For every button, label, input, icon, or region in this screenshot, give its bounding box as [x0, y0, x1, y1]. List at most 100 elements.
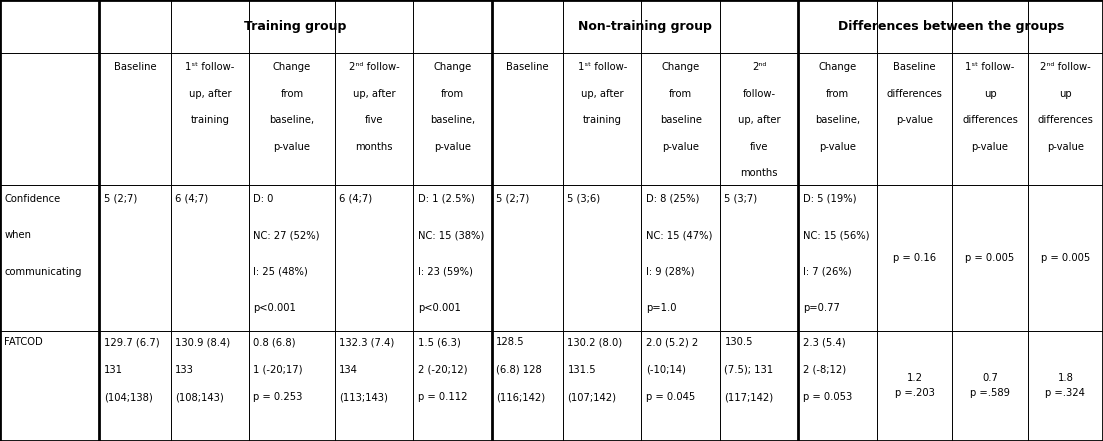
Text: up, after: up, after: [353, 89, 396, 99]
Text: baseline: baseline: [660, 115, 702, 125]
Text: 1ˢᵗ follow-: 1ˢᵗ follow-: [578, 62, 627, 72]
Text: 132.3 (7.4): 132.3 (7.4): [340, 337, 395, 348]
Text: p = 0.16: p = 0.16: [893, 253, 936, 263]
Text: (-10;14): (-10;14): [646, 365, 686, 375]
Text: 5 (3;6): 5 (3;6): [567, 194, 600, 204]
Text: 6 (4;7): 6 (4;7): [175, 194, 208, 204]
Text: up, after: up, after: [738, 115, 781, 125]
Text: months: months: [740, 168, 778, 178]
Text: I: 25 (48%): I: 25 (48%): [254, 267, 308, 277]
Text: D: 8 (25%): D: 8 (25%): [646, 194, 699, 204]
Text: NC: 15 (38%): NC: 15 (38%): [418, 230, 484, 240]
Text: Baseline: Baseline: [506, 62, 549, 72]
Text: p = 0.005: p = 0.005: [965, 253, 1015, 263]
Text: p = 0.112: p = 0.112: [418, 392, 468, 403]
Text: (6.8) 128: (6.8) 128: [496, 365, 542, 375]
Text: (104;138): (104;138): [104, 392, 152, 403]
Text: p = 0.053: p = 0.053: [803, 392, 853, 403]
Text: five: five: [750, 142, 769, 152]
Text: from: from: [670, 89, 693, 99]
Text: p<0.001: p<0.001: [418, 303, 461, 313]
Text: NC: 27 (52%): NC: 27 (52%): [254, 230, 320, 240]
Text: p-value: p-value: [662, 142, 699, 152]
Text: p=1.0: p=1.0: [646, 303, 676, 313]
Text: 1.8
p =.324: 1.8 p =.324: [1046, 374, 1085, 398]
Text: NC: 15 (56%): NC: 15 (56%): [803, 230, 869, 240]
Text: p-value: p-value: [972, 142, 1008, 152]
Text: 0.8 (6.8): 0.8 (6.8): [254, 337, 296, 348]
Text: differences: differences: [887, 89, 943, 99]
Text: training: training: [191, 115, 229, 125]
Text: differences: differences: [1038, 115, 1093, 125]
Text: p=0.77: p=0.77: [803, 303, 839, 313]
Text: p = 0.005: p = 0.005: [1041, 253, 1090, 263]
Text: FATCOD: FATCOD: [4, 337, 43, 348]
Text: when: when: [4, 230, 31, 240]
Text: I: 23 (59%): I: 23 (59%): [418, 267, 473, 277]
Text: Change: Change: [662, 62, 700, 72]
Text: p-value: p-value: [274, 142, 310, 152]
Text: (107;142): (107;142): [567, 392, 617, 403]
Text: 130.9 (8.4): 130.9 (8.4): [175, 337, 231, 348]
Text: 130.5: 130.5: [725, 337, 753, 348]
Text: 6 (4;7): 6 (4;7): [340, 194, 373, 204]
Text: 131.5: 131.5: [567, 365, 596, 375]
Text: Change: Change: [433, 62, 472, 72]
Text: D: 0: D: 0: [254, 194, 274, 204]
Text: 1.2
p =.203: 1.2 p =.203: [895, 374, 934, 398]
Text: baseline,: baseline,: [269, 115, 314, 125]
Text: Change: Change: [272, 62, 311, 72]
Text: 2ⁿᵈ: 2ⁿᵈ: [752, 62, 767, 72]
Text: 131: 131: [104, 365, 122, 375]
Text: 0.7
p =.589: 0.7 p =.589: [970, 374, 1010, 398]
Text: baseline,: baseline,: [430, 115, 475, 125]
Text: five: five: [365, 115, 384, 125]
Text: 133: 133: [175, 365, 194, 375]
Text: 2ⁿᵈ follow-: 2ⁿᵈ follow-: [1040, 62, 1091, 72]
Text: p-value: p-value: [435, 142, 471, 152]
Text: Non-training group: Non-training group: [578, 20, 713, 33]
Text: (7.5); 131: (7.5); 131: [725, 365, 773, 375]
Text: I: 7 (26%): I: 7 (26%): [803, 267, 852, 277]
Text: p-value: p-value: [1047, 142, 1084, 152]
Text: p-value: p-value: [820, 142, 856, 152]
Text: 128.5: 128.5: [496, 337, 525, 348]
Text: I: 9 (28%): I: 9 (28%): [646, 267, 695, 277]
Text: baseline,: baseline,: [815, 115, 860, 125]
Text: 2ⁿᵈ follow-: 2ⁿᵈ follow-: [349, 62, 399, 72]
Text: training: training: [582, 115, 622, 125]
Text: up: up: [1059, 89, 1072, 99]
Text: communicating: communicating: [4, 267, 82, 277]
Text: D: 5 (19%): D: 5 (19%): [803, 194, 856, 204]
Text: 2 (-8;12): 2 (-8;12): [803, 365, 846, 375]
Text: Training group: Training group: [245, 20, 346, 33]
Text: 5 (3;7): 5 (3;7): [725, 194, 758, 204]
Text: Baseline: Baseline: [893, 62, 936, 72]
Text: p = 0.253: p = 0.253: [254, 392, 303, 403]
Text: up: up: [984, 89, 996, 99]
Text: 2.0 (5.2) 2: 2.0 (5.2) 2: [646, 337, 698, 348]
Text: 130.2 (8.0): 130.2 (8.0): [567, 337, 622, 348]
Text: from: from: [826, 89, 849, 99]
Text: 2.3 (5.4): 2.3 (5.4): [803, 337, 846, 348]
Text: (113;143): (113;143): [340, 392, 388, 403]
Text: up, after: up, after: [581, 89, 623, 99]
Text: D: 1 (2.5%): D: 1 (2.5%): [418, 194, 474, 204]
Text: (116;142): (116;142): [496, 392, 545, 403]
Text: NC: 15 (47%): NC: 15 (47%): [646, 230, 713, 240]
Text: (108;143): (108;143): [175, 392, 224, 403]
Text: p = 0.045: p = 0.045: [646, 392, 695, 403]
Text: up, after: up, after: [189, 89, 232, 99]
Text: p-value: p-value: [896, 115, 933, 125]
Text: follow-: follow-: [742, 89, 775, 99]
Text: 2 (-20;12): 2 (-20;12): [418, 365, 468, 375]
Text: 134: 134: [340, 365, 358, 375]
Text: (117;142): (117;142): [725, 392, 773, 403]
Text: months: months: [355, 142, 393, 152]
Text: 1 (-20;17): 1 (-20;17): [254, 365, 303, 375]
Text: 129.7 (6.7): 129.7 (6.7): [104, 337, 160, 348]
Text: from: from: [441, 89, 464, 99]
Text: Confidence: Confidence: [4, 194, 61, 204]
Text: Baseline: Baseline: [114, 62, 157, 72]
Text: Differences between the groups: Differences between the groups: [837, 20, 1064, 33]
